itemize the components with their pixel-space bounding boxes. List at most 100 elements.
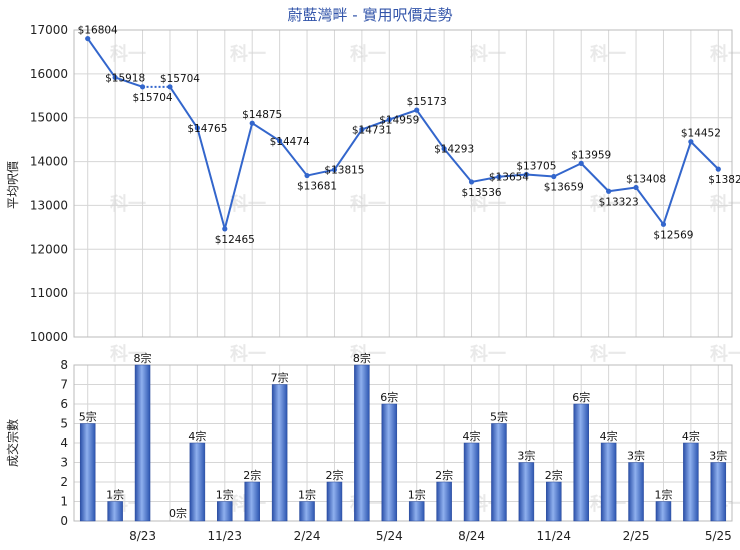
watermark-mark: 科一 (710, 193, 740, 215)
volume-bar (408, 501, 425, 522)
price-line-segment (388, 109, 418, 121)
price-point (688, 139, 694, 145)
price-point (496, 174, 502, 180)
volume-bar-label: 1宗 (216, 488, 234, 502)
price-line-segment (635, 186, 665, 225)
price-line-segment (306, 168, 335, 177)
volume-bar (189, 442, 206, 522)
watermark-mark: 科一 (350, 193, 386, 215)
volume-bar-label: 3宗 (517, 449, 535, 463)
price-point (578, 160, 584, 166)
chart-title: 蔚藍灣畔 - 實用呎價走勢 (288, 6, 453, 24)
bar-y-tick-label: 1 (60, 495, 68, 509)
price-point-label: $13323 (599, 196, 639, 208)
volume-bar (463, 442, 480, 522)
x-tick-label: 8/23 (129, 529, 156, 543)
price-point-label: $13659 (544, 182, 584, 194)
price-line-segment (553, 162, 582, 178)
watermark-mark: 科一 (590, 193, 626, 215)
volume-bar-panel: 0 1 2 3 4 5 6 7 8 5宗 1宗 8宗 0宗 4宗 1宗 2宗 7宗 1宗 2宗 8宗 6宗 1宗 2宗 4宗 5… (60, 351, 733, 543)
bar-y-tick-label: 8 (60, 358, 68, 372)
price-point (523, 171, 529, 178)
volume-bar-label: 2宗 (325, 468, 343, 482)
volume-bar (600, 442, 617, 522)
volume-bar (107, 501, 123, 522)
price-point-label: $14765 (187, 123, 227, 135)
watermark-mark: 科一 (110, 43, 146, 65)
price-line-segment (333, 128, 363, 171)
x-tick-label: 5/24 (376, 529, 403, 543)
watermark-mark: 科一 (710, 43, 740, 65)
price-point-label: $15918 (105, 72, 145, 84)
bar-y-axis-label: 成交宗數 (5, 419, 20, 467)
price-point-label: $14875 (242, 109, 282, 121)
price-line-segment (86, 38, 116, 79)
volume-bar (491, 423, 507, 522)
volume-bar (655, 501, 672, 522)
volume-bar (299, 501, 315, 522)
volume-bar (546, 481, 562, 522)
price-line-segment (498, 173, 527, 178)
price-point (277, 138, 283, 144)
volume-bar-label: 1宗 (408, 488, 426, 502)
watermark-mark: 科一 (110, 193, 146, 215)
volume-bar-label: 5宗 (490, 410, 508, 424)
bar-y-tick-label: 4 (60, 436, 68, 450)
price-line-segment (169, 86, 199, 129)
volume-bar (628, 462, 644, 522)
price-point-label: $15173 (407, 96, 447, 108)
price-point (194, 125, 200, 131)
price-point-label: $13654 (489, 172, 529, 184)
price-point-label: $12569 (653, 229, 693, 241)
price-line-segment (114, 76, 143, 88)
volume-bar-label: 6宗 (572, 390, 590, 404)
watermark-mark: 科一 (590, 43, 626, 65)
bar-y-tick-label: 6 (60, 397, 68, 411)
line-y-tick-label: 10000 (30, 330, 68, 344)
watermark-mark: 科一 (230, 43, 266, 65)
price-line-segment (361, 118, 390, 131)
price-point-label: $16804 (78, 25, 118, 37)
line-y-tick-label: 14000 (30, 155, 68, 169)
volume-bar (271, 384, 288, 522)
volume-bar-label: 4宗 (682, 429, 700, 443)
volume-bar-label: 3宗 (709, 449, 727, 463)
price-point-label: $14474 (270, 136, 310, 148)
price-line-segment (608, 186, 637, 193)
watermark-mark: 科一 (590, 343, 626, 365)
line-y-tick-label: 11000 (30, 286, 68, 300)
watermark-mark: 科一 (470, 343, 506, 365)
bar-y-tick-label: 3 (60, 456, 68, 470)
price-point-label: $13408 (626, 174, 666, 186)
price-line-segment (415, 109, 445, 150)
price-line-segment (223, 122, 254, 230)
volume-bar-label: 1宗 (106, 488, 124, 502)
price-point (304, 172, 310, 179)
price-point (112, 74, 118, 81)
price-line-segment (443, 148, 473, 183)
volume-bar-label: 2宗 (243, 468, 261, 482)
price-point (167, 84, 173, 90)
volume-bar-label: 0宗 (169, 506, 187, 520)
price-point (633, 184, 639, 191)
bar-y-tick-label: 2 (60, 475, 68, 489)
price-point-label: $13959 (571, 149, 611, 161)
volume-bar-label: 4宗 (600, 429, 618, 443)
price-point (249, 120, 255, 126)
price-line-segment (526, 173, 554, 178)
volume-bar (217, 501, 233, 522)
line-y-tick-label: 12000 (30, 242, 68, 256)
price-point (222, 226, 228, 232)
watermark-mark: 科一 (230, 343, 266, 365)
price-point-label: $13828 (708, 174, 740, 186)
price-point (359, 126, 365, 133)
volume-bar-label: 8宗 (353, 351, 371, 365)
volume-bar (518, 462, 535, 522)
volume-bar-label: 1宗 (654, 488, 672, 502)
bar-y-tick-label: 0 (60, 514, 68, 528)
line-y-tick-label: 15000 (30, 111, 68, 125)
volume-bar (381, 403, 398, 522)
volume-bar-label: 2宗 (435, 468, 453, 482)
price-line-segment (580, 162, 610, 192)
price-point (660, 221, 667, 227)
